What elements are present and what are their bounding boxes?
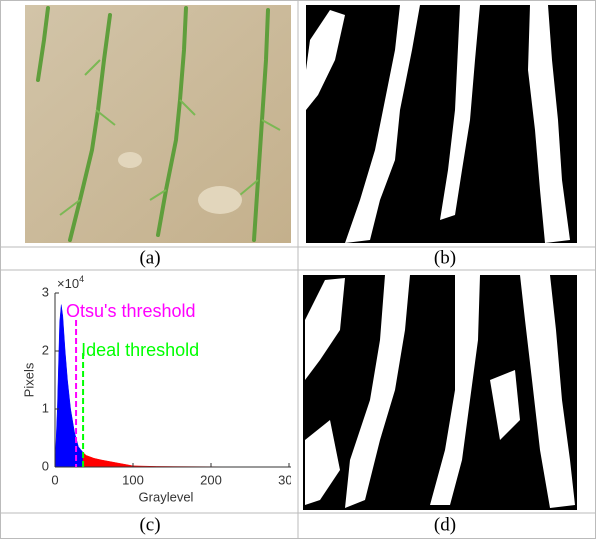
x-tick-label: 100 [122, 472, 144, 487]
photo-a [25, 5, 291, 243]
caption: (a) [139, 247, 160, 268]
y-tick-label: 1 [42, 400, 49, 415]
x-tick-label: 300 [278, 472, 300, 487]
multiplier-exponent: 4 [79, 274, 84, 284]
x-axis-label: Graylevel [139, 489, 194, 504]
histogram-area [83, 453, 289, 468]
binary-d [303, 275, 577, 510]
histogram-chart: ×104 Graylevel Pixels 0 1 2 3 0 100 200 300 Otsu… [21, 274, 299, 504]
caption: (d) [434, 514, 456, 535]
threshold-label: Ideal threshold [81, 340, 199, 360]
x-tick-label: 200 [200, 472, 222, 487]
threshold-label: Otsu's threshold [66, 301, 196, 321]
figure-svg: (a) (b) (c) (d) ×104 Graylevel Pixels 0 1… [0, 0, 596, 539]
multiplier: ×104 [57, 274, 84, 291]
histogram-area [55, 305, 83, 467]
caption: (c) [139, 514, 160, 535]
binary-b [306, 5, 577, 243]
y-tick-label: 0 [42, 458, 49, 473]
multiplier-base: ×10 [57, 276, 79, 291]
x-tick-label: 0 [51, 472, 58, 487]
caption: (b) [434, 247, 456, 268]
y-tick-label: 2 [42, 342, 49, 357]
y-tick-label: 3 [42, 284, 49, 299]
y-axis-label: Pixels [21, 362, 36, 397]
figure: (a) (b) (c) (d) ×104 Graylevel Pixels 0 1… [0, 0, 596, 539]
